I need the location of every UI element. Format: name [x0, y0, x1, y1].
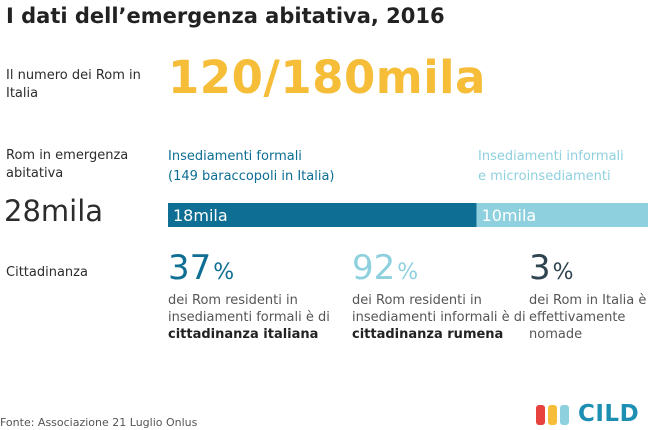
formal-settlements-title: Insediamenti formali	[168, 149, 302, 164]
stat-bold-text: cittadinanza rumena	[352, 327, 504, 342]
population-label: Il numero dei Rom in Italia	[6, 68, 141, 101]
housing-emergency-bar: 18mila 10mila	[168, 203, 648, 227]
stat-nomadic-description: dei Rom in Italia è effettivamente nomad…	[529, 292, 647, 343]
stat-nomadic-percent: 3%	[529, 248, 574, 288]
stat-formal-description: dei Rom residenti in insediamenti formal…	[168, 292, 343, 343]
emergency-total: 28mila	[4, 194, 104, 228]
stat-text: dei Rom in Italia è effettivamente nomad…	[529, 293, 647, 342]
stat-bold-text: cittadinanza italiana	[168, 327, 319, 342]
informal-settlements-note: e microinsediamenti	[478, 169, 611, 184]
population-value: 120/180mila	[168, 51, 486, 104]
formal-settlements-legend: Insediamenti formali (149 baraccopoli in…	[168, 147, 335, 187]
stat-informal-description: dei Rom residenti in insediamenti inform…	[352, 292, 527, 343]
cild-logo: CILD	[534, 401, 646, 427]
informal-settlements-title: Insediamenti informali	[478, 149, 624, 164]
stat-value: 3	[529, 248, 551, 288]
page-title: I dati dell’emergenza abitativa, 2016	[6, 4, 445, 28]
formal-settlements-note: (149 baraccopoli in Italia)	[168, 169, 335, 184]
logo-mark-icon	[536, 405, 569, 425]
emergency-label: Rom in emergenza abitativa	[6, 148, 129, 181]
bar-segment-formal-label: 18mila	[173, 206, 228, 225]
stat-value: 37	[168, 248, 212, 288]
bar-segment-formal	[168, 203, 477, 227]
logo-text: CILD	[578, 401, 640, 427]
stat-formal-italian-percent: 37%	[168, 248, 234, 288]
stat-value: 92	[352, 248, 396, 288]
citizenship-label: Cittadinanza	[6, 265, 88, 280]
stat-text: dei Rom residenti in insediamenti formal…	[168, 293, 330, 325]
percent-sign: %	[213, 260, 235, 285]
stat-text: dei Rom residenti in insediamenti inform…	[352, 293, 526, 325]
percent-sign: %	[552, 260, 574, 285]
informal-settlements-legend: Insediamenti informali e microinsediamen…	[478, 147, 624, 187]
bar-segment-informal	[476, 203, 648, 227]
percent-sign: %	[397, 260, 419, 285]
stat-informal-romanian-percent: 92%	[352, 248, 418, 288]
source-note: Fonte: Associazione 21 Luglio Onlus	[0, 416, 198, 429]
bar-segment-informal-label: 10mila	[482, 206, 537, 225]
